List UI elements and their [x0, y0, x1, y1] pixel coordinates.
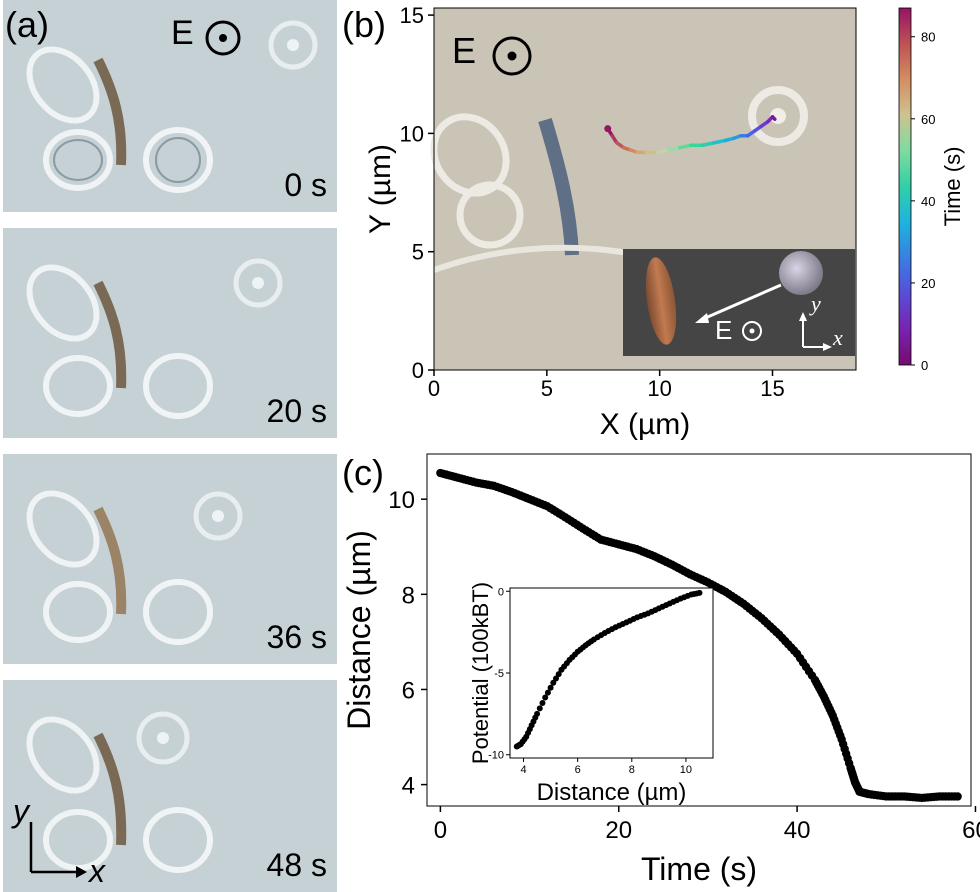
x-axis-label: Time (s) — [641, 851, 757, 887]
frame-time-label: 20 s — [266, 393, 327, 429]
inset-axis-y-label: y — [811, 291, 821, 316]
disc-particle — [538, 117, 579, 256]
y-tick-label: 10 — [388, 487, 415, 514]
inset-axis-x-label: x — [833, 325, 843, 350]
xy-axes-icon: y x — [11, 793, 106, 888]
inset-x-tick-label: 6 — [575, 764, 581, 776]
trajectory-segment — [770, 115, 777, 121]
plot-frame — [433, 7, 857, 371]
x-tick-label: 0 — [434, 817, 447, 844]
schematic-image — [645, 251, 832, 351]
inset-x-axis-label: Distance (µm) — [537, 779, 687, 806]
y-tick-label: 0 — [412, 358, 424, 383]
inset-field-label: E — [715, 315, 733, 345]
y-tick-label: 6 — [402, 677, 415, 704]
micrograph-frame: 20 s — [3, 228, 337, 438]
inset-data-point — [553, 675, 560, 682]
x-tick-label: 60 — [962, 817, 980, 844]
micrograph-image — [26, 258, 283, 419]
x-tick-label: 20 — [605, 817, 632, 844]
x-tick-label: 10 — [647, 376, 671, 401]
inset-x-tick-label: 10 — [680, 764, 692, 776]
x-axis-label: X (µm) — [600, 408, 691, 441]
panel-c: (c) 0 20 40 60 4 6 8 10 Time (s) Distance (µm) 4 6 8… — [340, 450, 980, 892]
trajectory-segment — [655, 148, 671, 155]
axis-x-label: x — [87, 853, 106, 888]
axis-y-label: y — [11, 793, 31, 829]
x-tick-label: 5 — [541, 376, 553, 401]
y-tick-label: 4 — [402, 773, 415, 800]
colorbar-tick-label: 40 — [921, 194, 935, 209]
inset-data-point — [696, 589, 703, 596]
field-label: E — [452, 30, 477, 71]
colorbar-tick-label: 0 — [921, 358, 928, 373]
y-tick-label: 10 — [400, 121, 424, 146]
y-tick-label: 15 — [400, 3, 424, 28]
inset-data-point — [550, 679, 557, 686]
inset-y-tick-label: -5 — [494, 668, 504, 680]
micrograph-frame: (a) E 0 s — [3, 0, 337, 212]
colorbar-tick-label: 20 — [921, 276, 935, 291]
micrograph-image — [26, 490, 243, 645]
inset-data-point — [555, 671, 562, 678]
colorbar — [898, 7, 912, 366]
y-axis-label: Distance (µm) — [341, 530, 377, 730]
colorbar-label: Time (s) — [940, 147, 965, 227]
panel-label: (c) — [342, 452, 384, 493]
inset-x-tick-label: 4 — [520, 764, 526, 776]
out-of-plane-field-icon — [492, 36, 532, 76]
frame-time-label: 36 s — [266, 619, 327, 655]
inset-data-point — [534, 710, 541, 717]
panel-label: (a) — [5, 4, 49, 45]
trajectory-endpoint — [604, 125, 612, 133]
inset-data-point — [536, 705, 543, 712]
panel-a: (a) E 0 s 20 s — [0, 0, 340, 892]
inset-data-point — [542, 694, 549, 701]
x-tick-label: 40 — [784, 817, 811, 844]
panel-label: (b) — [342, 4, 386, 45]
micrograph-frame: y x 48 s — [3, 680, 337, 892]
y-tick-label: 5 — [412, 240, 424, 265]
inset-y-tick-label: -10 — [488, 750, 504, 762]
micrograph-frame: 36 s — [3, 454, 337, 664]
y-axis-label: Y (µm) — [364, 144, 397, 234]
panel-b: (b) 0 5 10 15 0 5 10 15 X (µm) Y (µm) 0 20 40 60 80 Tim… — [340, 0, 980, 450]
trajectory-segment — [666, 145, 682, 152]
trajectory-segment — [678, 143, 694, 150]
out-of-plane-field-icon — [205, 20, 241, 56]
schematic-inset: E y x — [623, 249, 855, 356]
inset-y-tick-label: 0 — [498, 586, 504, 598]
trajectory-segment — [700, 141, 716, 147]
sphere-particle — [748, 86, 808, 146]
micrograph-image — [26, 20, 318, 193]
y-tick-label: 8 — [402, 582, 415, 609]
inset-frame — [509, 587, 714, 759]
colorbar-tick-label: 60 — [921, 112, 935, 127]
inset-data-point — [547, 684, 554, 691]
data-point — [953, 792, 962, 801]
bright-streak — [432, 244, 641, 273]
inset-y-axis-label: Potential (100kBT) — [468, 582, 493, 764]
colorbar-tick-label: 80 — [921, 30, 935, 45]
inset-data-point — [539, 699, 546, 706]
bright-lobe — [456, 181, 524, 249]
x-tick-label: 0 — [428, 376, 440, 401]
trajectory-plot: 0 5 10 15 0 5 10 15 X (µm) Y (µm) 0 20 40 60 80 Time (s… — [364, 3, 965, 441]
frame-time-label: 0 s — [284, 167, 327, 203]
distance-plot: 0 20 40 60 4 6 8 10 Time (s) Distance (µm) 4 6 8 10 0 -… — [341, 453, 980, 887]
frame-time-label: 48 s — [266, 847, 327, 883]
x-tick-label: 15 — [760, 376, 784, 401]
field-label: E — [171, 14, 194, 52]
trajectory-segment — [712, 138, 727, 145]
inset-x-tick-label: 8 — [629, 764, 635, 776]
inset-data-point — [544, 689, 551, 696]
